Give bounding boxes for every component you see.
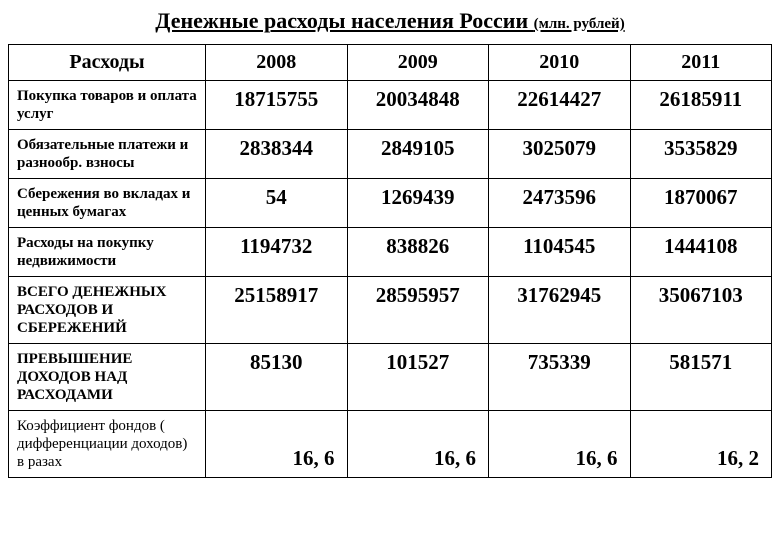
col-header-2009: 2009: [347, 45, 489, 81]
table-row: Расходы на покупку недвижимости 1194732 …: [9, 228, 772, 277]
cell-value: 16, 6: [347, 411, 489, 478]
row-label: Покупка товаров и оплата услуг: [9, 81, 206, 130]
cell-value: 581571: [630, 344, 772, 411]
cell-value: 35067103: [630, 277, 772, 344]
expenses-table: Расходы 2008 2009 2010 2011 Покупка това…: [8, 44, 772, 478]
cell-value: 18715755: [206, 81, 348, 130]
table-row: ПРЕВЫШЕНИЕ ДОХОДОВ НАД РАСХОДАМИ 85130 1…: [9, 344, 772, 411]
cell-value: 1269439: [347, 179, 489, 228]
table-header-row: Расходы 2008 2009 2010 2011: [9, 45, 772, 81]
cell-value: 1870067: [630, 179, 772, 228]
col-header-2010: 2010: [489, 45, 631, 81]
cell-value: 2473596: [489, 179, 631, 228]
row-label: ПРЕВЫШЕНИЕ ДОХОДОВ НАД РАСХОДАМИ: [9, 344, 206, 411]
cell-value: 16, 2: [630, 411, 772, 478]
cell-value: 2849105: [347, 130, 489, 179]
title-main: Денежные расходы населения России: [155, 8, 533, 33]
cell-value: 26185911: [630, 81, 772, 130]
col-header-2011: 2011: [630, 45, 772, 81]
cell-value: 2838344: [206, 130, 348, 179]
cell-value: 25158917: [206, 277, 348, 344]
cell-value: 3025079: [489, 130, 631, 179]
table-row: Коэффициент фондов ( дифференциации дохо…: [9, 411, 772, 478]
row-label: ВСЕГО ДЕНЕЖНЫХ РАСХОДОВ И СБЕРЕЖЕНИЙ: [9, 277, 206, 344]
cell-value: 1194732: [206, 228, 348, 277]
cell-value: 3535829: [630, 130, 772, 179]
col-header-label: Расходы: [9, 45, 206, 81]
cell-value: 101527: [347, 344, 489, 411]
cell-value: 22614427: [489, 81, 631, 130]
cell-value: 31762945: [489, 277, 631, 344]
cell-value: 20034848: [347, 81, 489, 130]
cell-value: 16, 6: [206, 411, 348, 478]
title-sub: (млн. рублей): [534, 16, 625, 32]
row-label: Обязательные платежи и разнообр. взносы: [9, 130, 206, 179]
table-row: Покупка товаров и оплата услуг 18715755 …: [9, 81, 772, 130]
cell-value: 1444108: [630, 228, 772, 277]
cell-value: 1104545: [489, 228, 631, 277]
row-label: Расходы на покупку недвижимости: [9, 228, 206, 277]
cell-value: 54: [206, 179, 348, 228]
cell-value: 28595957: [347, 277, 489, 344]
cell-value: 838826: [347, 228, 489, 277]
cell-value: 16, 6: [489, 411, 631, 478]
cell-value: 735339: [489, 344, 631, 411]
page-title: Денежные расходы населения России (млн. …: [8, 8, 772, 34]
table-row: ВСЕГО ДЕНЕЖНЫХ РАСХОДОВ И СБЕРЕЖЕНИЙ 251…: [9, 277, 772, 344]
row-label: Коэффициент фондов ( дифференциации дохо…: [9, 411, 206, 478]
cell-value: 85130: [206, 344, 348, 411]
row-label: Сбережения во вкладах и ценных бумагах: [9, 179, 206, 228]
table-row: Обязательные платежи и разнообр. взносы …: [9, 130, 772, 179]
col-header-2008: 2008: [206, 45, 348, 81]
table-row: Сбережения во вкладах и ценных бумагах 5…: [9, 179, 772, 228]
